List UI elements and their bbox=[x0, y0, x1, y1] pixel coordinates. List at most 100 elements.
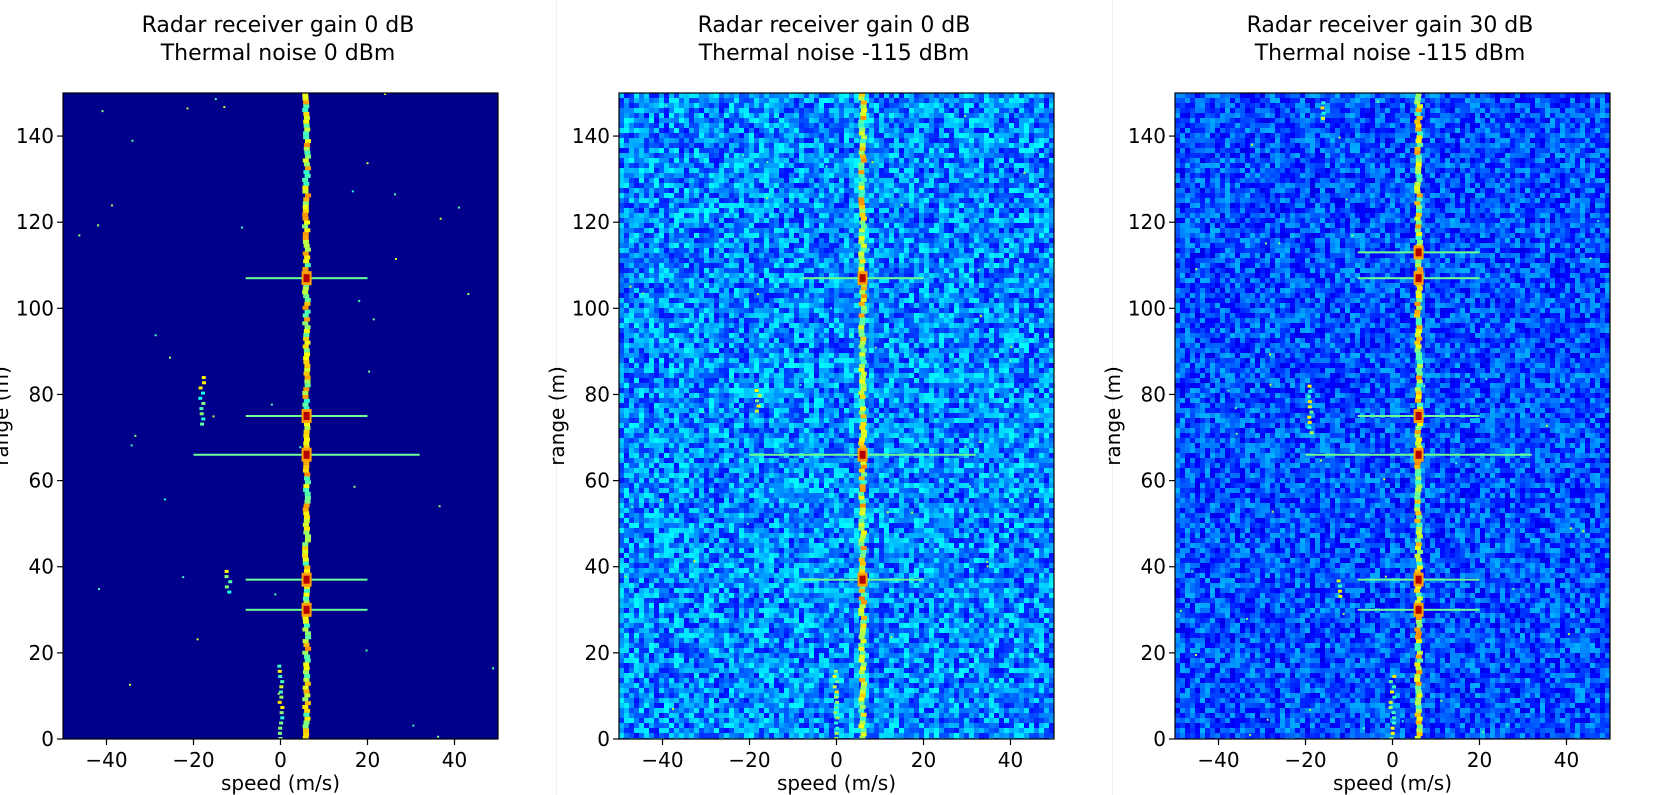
noise-cell bbox=[909, 163, 914, 168]
noise-cell bbox=[729, 253, 734, 258]
noise-cell bbox=[994, 313, 999, 318]
noise-cell bbox=[709, 308, 714, 313]
noise-cell bbox=[819, 263, 824, 268]
noise-cell bbox=[879, 253, 884, 258]
noise-cell bbox=[829, 103, 834, 108]
noise-cell bbox=[704, 243, 709, 248]
noise-cell bbox=[704, 303, 709, 308]
noise-cell bbox=[1029, 343, 1034, 348]
target-cell bbox=[304, 255, 311, 260]
noise-cell bbox=[899, 213, 904, 218]
noise-cell bbox=[764, 333, 769, 338]
noise-cell bbox=[849, 148, 854, 153]
noise-cell bbox=[959, 273, 964, 278]
noise-cell bbox=[664, 343, 669, 348]
noise-cell bbox=[904, 208, 909, 213]
noise-cell bbox=[719, 93, 724, 98]
noise-cell bbox=[914, 328, 919, 333]
noise-cell bbox=[704, 123, 709, 128]
noise-cell bbox=[649, 158, 654, 163]
noise-cell bbox=[669, 258, 674, 263]
noise-cell bbox=[924, 273, 929, 278]
speckle-point bbox=[299, 446, 302, 449]
noise-cell bbox=[914, 308, 919, 313]
noise-cell bbox=[1034, 253, 1039, 258]
noise-cell bbox=[839, 168, 844, 173]
noise-cell bbox=[934, 158, 939, 163]
noise-cell bbox=[1039, 143, 1044, 148]
noise-cell bbox=[744, 213, 749, 218]
noise-cell bbox=[919, 353, 924, 358]
noise-cell bbox=[789, 263, 794, 268]
noise-cell bbox=[999, 183, 1004, 188]
noise-cell bbox=[764, 238, 769, 243]
noise-cell bbox=[629, 283, 634, 288]
noise-cell bbox=[799, 133, 804, 138]
noise-cell bbox=[729, 303, 734, 308]
noise-cell bbox=[904, 263, 909, 268]
noise-cell bbox=[849, 123, 854, 128]
noise-cell bbox=[814, 228, 819, 233]
noise-cell bbox=[874, 308, 879, 313]
noise-cell bbox=[939, 308, 944, 313]
noise-cell bbox=[1009, 183, 1014, 188]
noise-cell bbox=[904, 218, 909, 223]
noise-cell bbox=[1009, 288, 1014, 293]
noise-cell bbox=[959, 263, 964, 268]
noise-cell bbox=[919, 218, 924, 223]
noise-cell bbox=[874, 143, 879, 148]
noise-cell bbox=[1009, 143, 1014, 148]
noise-cell bbox=[779, 108, 784, 113]
noise-cell bbox=[999, 343, 1004, 348]
noise-cell bbox=[679, 338, 684, 343]
noise-cell bbox=[744, 273, 749, 278]
noise-cell bbox=[794, 123, 799, 128]
noise-cell bbox=[829, 203, 834, 208]
noise-cell bbox=[909, 348, 914, 353]
noise-cell bbox=[954, 128, 959, 133]
noise-cell bbox=[804, 158, 809, 163]
noise-cell bbox=[804, 208, 809, 213]
noise-cell bbox=[714, 283, 719, 288]
noise-cell bbox=[804, 133, 809, 138]
noise-cell bbox=[879, 353, 884, 358]
noise-cell bbox=[679, 283, 684, 288]
noise-cell bbox=[874, 348, 879, 353]
noise-cell bbox=[639, 143, 644, 148]
noise-cell bbox=[744, 228, 749, 233]
noise-cell bbox=[669, 93, 674, 98]
noise-cell bbox=[969, 113, 974, 118]
noise-cell bbox=[824, 293, 829, 298]
noise-cell bbox=[964, 168, 969, 173]
noise-cell bbox=[1029, 233, 1034, 238]
noise-cell bbox=[869, 358, 874, 363]
noise-cell bbox=[724, 243, 729, 248]
noise-cell bbox=[984, 103, 989, 108]
noise-cell bbox=[724, 298, 729, 303]
noise-cell bbox=[764, 288, 769, 293]
secondary-cell bbox=[278, 726, 283, 730]
noise-cell bbox=[719, 288, 724, 293]
noise-cell bbox=[884, 343, 889, 348]
noise-cell bbox=[824, 258, 829, 263]
noise-cell bbox=[714, 178, 719, 183]
noise-cell bbox=[759, 228, 764, 233]
target-cell bbox=[304, 716, 311, 721]
noise-cell bbox=[799, 333, 804, 338]
noise-cell bbox=[664, 133, 669, 138]
noise-cell bbox=[949, 123, 954, 128]
target-cell bbox=[302, 177, 309, 182]
noise-cell bbox=[969, 278, 974, 283]
noise-cell bbox=[919, 348, 924, 353]
noise-cell bbox=[979, 278, 984, 283]
noise-cell bbox=[649, 98, 654, 103]
noise-cell bbox=[719, 303, 724, 308]
noise-cell bbox=[744, 198, 749, 203]
noise-cell bbox=[929, 293, 934, 298]
noise-cell bbox=[709, 168, 714, 173]
noise-cell bbox=[649, 143, 654, 148]
noise-cell bbox=[894, 343, 899, 348]
noise-cell bbox=[844, 178, 849, 183]
noise-cell bbox=[779, 138, 784, 143]
noise-cell bbox=[804, 308, 809, 313]
